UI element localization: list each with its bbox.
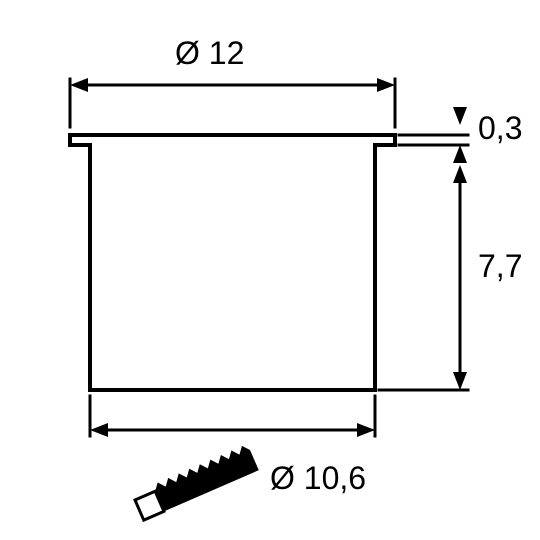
dim-rightsmall-label: 0,3 (478, 110, 522, 147)
dim-top-label: Ø 12 (175, 35, 244, 72)
dim-bottom-label: Ø 10,6 (270, 460, 366, 497)
dim-rightbig-label: 7,7 (478, 248, 522, 285)
technical-drawing (0, 0, 540, 540)
